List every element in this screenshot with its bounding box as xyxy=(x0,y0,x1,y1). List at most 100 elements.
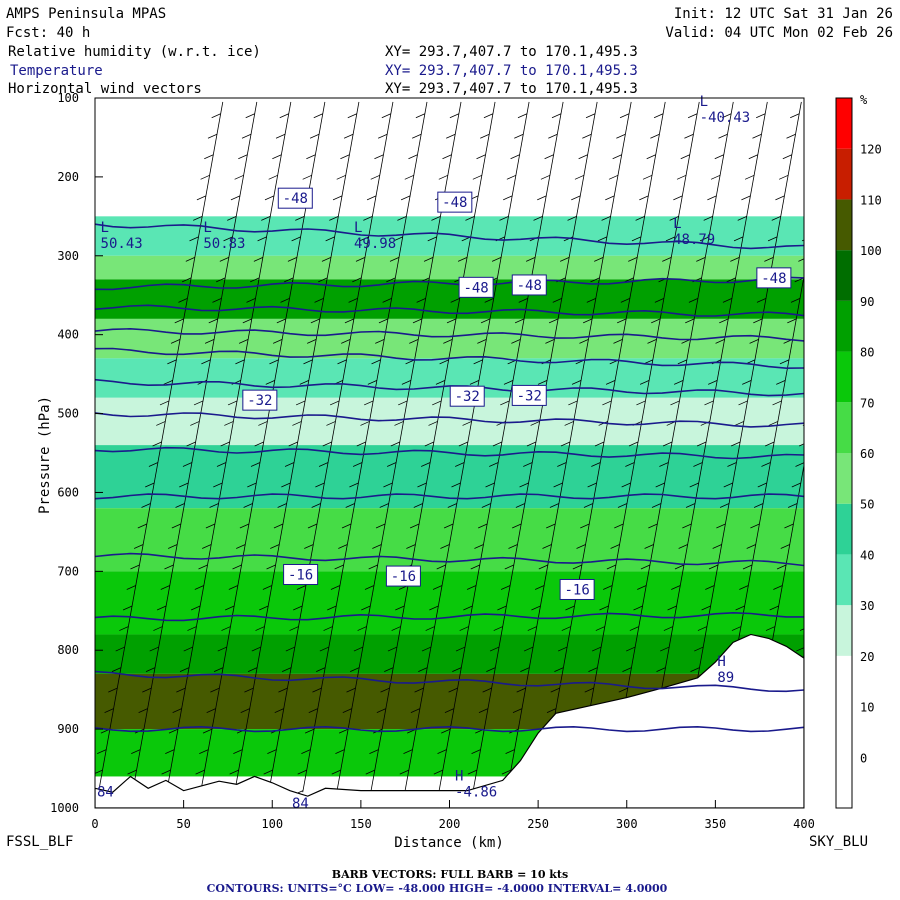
rh-band-0 xyxy=(95,216,804,256)
barb-flag xyxy=(564,421,574,426)
barb-flag xyxy=(533,215,543,221)
rh-band-9 xyxy=(95,634,804,674)
contour-label-text: -32 xyxy=(455,389,480,405)
barb-flag xyxy=(852,339,861,343)
barb-staff xyxy=(574,101,700,793)
barb-flag xyxy=(250,462,261,467)
barb-staff xyxy=(608,101,734,793)
barb-flag xyxy=(858,114,867,118)
barb-flag xyxy=(480,133,490,139)
barb-flag xyxy=(270,544,280,549)
barb-flag xyxy=(455,646,466,652)
barb-flag xyxy=(190,605,201,611)
barb-flag xyxy=(170,339,181,344)
barb-flag xyxy=(403,749,413,754)
barb-flag xyxy=(665,236,676,242)
barb-flag xyxy=(418,667,428,672)
barb-flag xyxy=(485,482,495,488)
corner-right-label: SKY_BLU xyxy=(809,834,868,850)
barb-flag xyxy=(455,462,465,467)
field-rh-label: Relative humidity (w.r.t. ice) xyxy=(8,44,261,60)
barb-flag xyxy=(365,769,375,775)
barb-flag xyxy=(266,564,276,570)
barb-flag xyxy=(576,544,586,549)
barb-flag xyxy=(799,628,804,631)
x-axis-label: Distance (km) xyxy=(394,835,504,851)
barb-flag xyxy=(863,278,872,282)
colorbar-swatch xyxy=(836,655,852,707)
barb-flag xyxy=(491,256,502,262)
barb-flag xyxy=(229,769,239,775)
barb-flag xyxy=(670,400,680,406)
colorbar-tick-label: 100 xyxy=(860,244,882,258)
barb-flag xyxy=(220,441,230,447)
barb-staff xyxy=(472,101,598,793)
barb-flag xyxy=(656,667,666,672)
barb-flag xyxy=(318,462,329,467)
barb-flag xyxy=(462,421,472,426)
barb-column-10 xyxy=(429,101,564,796)
barb-flag xyxy=(599,605,609,611)
barb-flag xyxy=(193,215,203,221)
barb-flag xyxy=(817,155,826,159)
barb-flag xyxy=(694,646,704,652)
barb-flag xyxy=(550,687,560,693)
barb-flag xyxy=(818,524,827,528)
barb-flag xyxy=(549,503,560,508)
barb-flag xyxy=(784,523,794,529)
barb-flag xyxy=(790,298,801,303)
colorbar-tick-label: 50 xyxy=(860,498,874,512)
barb-flag xyxy=(374,154,384,160)
contour-label-box xyxy=(511,274,547,296)
barb-flag xyxy=(557,646,568,652)
barb-flag xyxy=(646,154,656,160)
barb-staff xyxy=(370,101,496,793)
barb-flag xyxy=(336,174,346,180)
barb-flag xyxy=(448,687,458,693)
contour-label: -32 xyxy=(449,385,485,407)
barb-flag xyxy=(221,626,231,631)
barb-flag xyxy=(357,626,367,631)
barb-flag xyxy=(352,462,363,467)
barb-flag xyxy=(355,256,366,262)
colorbar-swatch xyxy=(836,98,852,149)
barb-flag xyxy=(268,174,278,180)
barb-flag xyxy=(240,708,250,713)
colorbar-swatch xyxy=(836,402,852,453)
barb-flag xyxy=(517,113,528,119)
extremum-marker: H xyxy=(717,654,725,670)
extremum-value: 89 xyxy=(717,670,734,686)
rh-shading xyxy=(95,216,804,777)
barb-flag xyxy=(752,133,762,139)
barb-flag xyxy=(809,196,818,200)
barb-flag xyxy=(346,687,356,693)
colorbar-tick-label: 10 xyxy=(860,701,874,715)
contour-label: -16 xyxy=(283,563,319,585)
barb-flag xyxy=(341,523,352,529)
barb-flag xyxy=(523,646,534,652)
barb-flag xyxy=(663,626,674,631)
barb-flag xyxy=(780,544,790,549)
barb-flag xyxy=(281,482,291,488)
barb-flag xyxy=(269,359,279,365)
barb-flag xyxy=(342,708,352,713)
barb-flag xyxy=(340,154,350,160)
barb-flag xyxy=(304,544,314,549)
barb-flag xyxy=(253,256,264,262)
barb-flag xyxy=(571,380,582,385)
barb-flag xyxy=(452,667,462,672)
barb-flag xyxy=(244,687,254,693)
x-tick-label: 150 xyxy=(350,817,372,831)
barb-flag xyxy=(204,339,215,344)
barb-flag xyxy=(213,667,224,672)
barb-flag xyxy=(811,565,820,569)
barb-flag xyxy=(279,113,289,119)
extremum-value: 48.79 xyxy=(673,232,715,248)
barb-flag xyxy=(885,155,894,159)
barb-flag xyxy=(329,400,340,406)
barb-flag xyxy=(250,277,260,283)
barb-flag xyxy=(463,605,473,611)
barb-flag xyxy=(176,687,186,693)
barb-flag xyxy=(588,667,598,672)
barb-flag xyxy=(138,708,148,713)
